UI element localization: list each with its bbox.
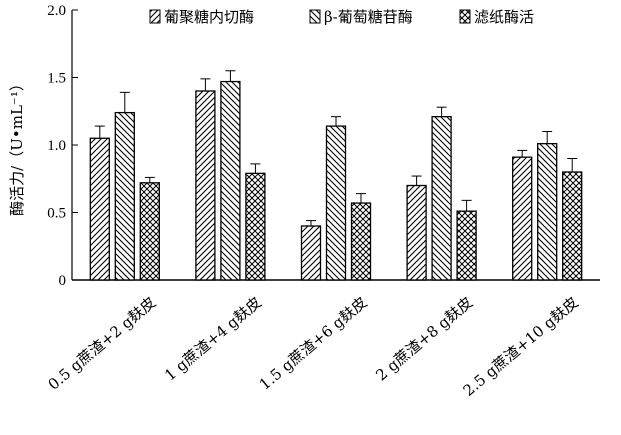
legend-swatch [459, 9, 471, 24]
y-tick-label: 0 [59, 273, 67, 289]
bars [89, 80, 583, 281]
legend-swatch [309, 9, 321, 24]
x-category-label: 1 g蔗渣+4 g麸皮 [161, 293, 265, 384]
bar [245, 172, 266, 281]
legend-label: β-葡萄糖苷酶 [324, 8, 413, 26]
y-tick-label: 0.5 [47, 206, 66, 222]
bar [89, 137, 110, 281]
legend-swatch [149, 9, 161, 24]
x-category-label: 2.5 g蔗渣+10 g麸皮 [460, 293, 582, 400]
legend: 葡聚糖内切酶 β-葡萄糖苷酶 滤纸酶活 [149, 8, 534, 26]
bar [114, 111, 135, 281]
bar [139, 182, 160, 281]
bar [456, 210, 477, 281]
y-tick-label: 2.0 [47, 3, 66, 19]
bar [512, 156, 533, 281]
x-category-label: 2 g蔗渣+8 g麸皮 [372, 293, 476, 384]
bar [562, 171, 583, 281]
bar [220, 80, 241, 281]
legend-label: 葡聚糖内切酶 [164, 8, 254, 26]
x-category-label: 1.5 g蔗渣+6 g麸皮 [256, 293, 371, 393]
bar [300, 225, 322, 281]
bar [431, 116, 452, 281]
y-axis-label: 酶活力/（U•mL⁻¹） [8, 76, 26, 216]
bar [537, 142, 558, 281]
x-category-label: 0.5 g蔗渣+2 g麸皮 [45, 293, 160, 393]
y-ticks: 0 0.5 1.0 1.5 2.0 [47, 3, 78, 289]
bar [350, 202, 372, 281]
bar [406, 184, 427, 281]
bar [195, 90, 216, 281]
bar [325, 125, 347, 281]
legend-label: 滤纸酶活 [474, 8, 534, 26]
y-tick-label: 1.0 [47, 138, 66, 154]
y-tick-label: 1.5 [47, 71, 66, 87]
error-bars [94, 70, 578, 226]
